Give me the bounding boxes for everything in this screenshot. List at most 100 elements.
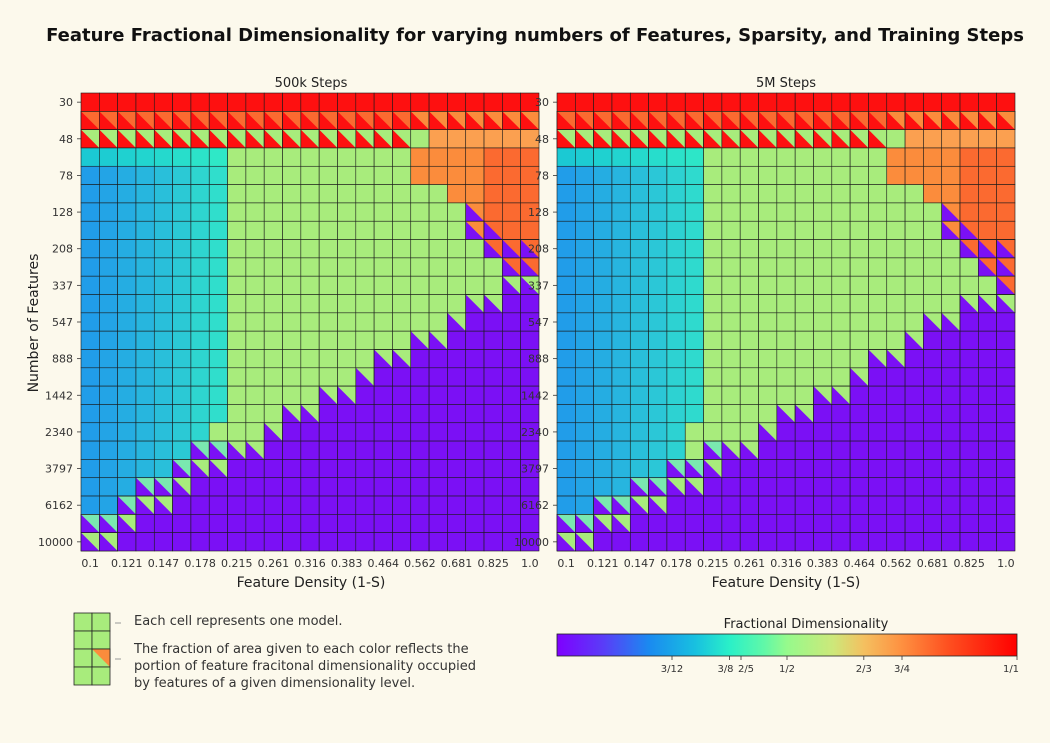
- heatmap-cell: [428, 404, 448, 424]
- heatmap-cell: [190, 330, 210, 350]
- heatmap-cell: [117, 404, 137, 424]
- legend-line-1: Each cell represents one model.: [134, 614, 343, 629]
- heatmap-cell: [978, 330, 997, 350]
- heatmap-cell-triangle: [227, 111, 246, 130]
- heatmap-cell: [666, 422, 686, 442]
- heatmap-cell-triangle: [245, 129, 265, 148]
- heatmap-cell: [373, 312, 393, 332]
- heatmap-cell: [117, 440, 137, 460]
- heatmap-cell: [886, 147, 906, 167]
- heatmap-cell: [502, 404, 521, 424]
- heatmap-cell: [465, 129, 485, 149]
- heatmap-cell: [410, 220, 430, 240]
- heatmap-cell-triangle: [429, 331, 448, 350]
- heatmap-cell: [648, 440, 668, 460]
- heatmap-cell: [941, 184, 961, 204]
- heatmap-cell: [410, 459, 430, 479]
- heatmap-cell: [611, 367, 631, 387]
- heatmap-cell: [483, 349, 503, 369]
- heatmap-cell: [648, 202, 668, 222]
- heatmap-cell: [117, 220, 137, 240]
- heatmap-cell: [794, 459, 814, 479]
- heatmap-cell: [355, 385, 375, 405]
- heatmap-cell-triangle: [795, 404, 814, 423]
- heatmap-cell: [520, 440, 540, 460]
- heatmap-cell: [739, 312, 759, 332]
- heatmap-cell: [172, 294, 192, 314]
- heatmap-cell: [886, 92, 906, 112]
- heatmap-cell: [556, 422, 576, 442]
- heatmap-cell: [410, 202, 430, 222]
- heatmap-cell-triangle: [465, 294, 485, 313]
- heatmap-cell: [629, 202, 649, 222]
- heatmap-cell: [373, 147, 393, 167]
- heatmap-cell: [465, 165, 485, 185]
- heatmap-cell: [373, 275, 393, 295]
- heatmap-cell: [245, 184, 265, 204]
- heatmap-cell-triangle: [502, 239, 521, 258]
- heatmap-cell: [282, 294, 302, 314]
- heatmap-cell: [794, 514, 814, 533]
- heatmap-cell: [428, 294, 448, 314]
- heatmap-cell-triangle: [648, 111, 667, 130]
- y-tick-label: 547: [52, 316, 73, 329]
- heatmap-cell: [282, 459, 302, 479]
- heatmap-cell: [428, 275, 448, 295]
- heatmap-cell: [428, 257, 448, 277]
- heatmap-cell: [593, 312, 613, 332]
- heatmap-cell: [923, 330, 943, 350]
- heatmap-cell: [117, 422, 137, 442]
- heatmap-cell: [721, 239, 741, 259]
- x-tick-label: 0.121: [587, 557, 619, 570]
- heatmap-cell: [80, 459, 100, 479]
- heatmap-cell: [703, 349, 723, 369]
- heatmap-cell: [959, 422, 979, 442]
- heatmap-cell: [721, 532, 741, 552]
- heatmap-cell: [886, 440, 906, 460]
- heatmap-cell: [593, 202, 613, 222]
- legend-line-3: portion of feature fracitonal dimensiona…: [134, 659, 477, 674]
- heatmap-cell: [373, 184, 393, 204]
- heatmap-cell: [447, 275, 467, 295]
- heatmap-cell: [868, 330, 888, 350]
- heatmap-cell: [483, 459, 503, 479]
- heatmap-cell: [190, 275, 210, 295]
- heatmap-cell: [318, 294, 338, 314]
- heatmap-cell-triangle: [264, 422, 283, 442]
- heatmap-cell-triangle: [905, 331, 924, 350]
- heatmap-cell: [593, 477, 613, 497]
- heatmap-cell: [300, 275, 320, 295]
- heatmap-cell: [282, 202, 302, 222]
- heatmap-cell: [410, 367, 430, 387]
- heatmap-cell: [721, 330, 741, 350]
- heatmap-cell: [868, 275, 888, 295]
- heatmap-cell: [483, 477, 503, 497]
- heatmap-cell: [502, 459, 521, 479]
- heatmap-cell: [739, 184, 759, 204]
- heatmap-cell: [978, 275, 997, 295]
- heatmap-cell-triangle: [465, 202, 485, 222]
- heatmap-cell: [483, 184, 503, 204]
- heatmap-cell: [99, 257, 118, 277]
- heatmap-cell: [703, 367, 723, 387]
- heatmap-cell: [758, 514, 778, 533]
- heatmap-cell: [300, 532, 320, 552]
- heatmap-cell: [794, 165, 814, 185]
- heatmap-cell: [959, 330, 979, 350]
- heatmap-cell: [959, 459, 979, 479]
- x-axis-label: Feature Density (1-S): [237, 575, 386, 591]
- heatmap-cell: [99, 92, 118, 112]
- heatmap-cell: [813, 349, 833, 369]
- heatmap-cell: [648, 404, 668, 424]
- heatmap-cell: [923, 422, 943, 442]
- heatmap-cell: [190, 294, 210, 314]
- heatmap-cell: [392, 312, 412, 332]
- heatmap-cell: [502, 220, 521, 240]
- heatmap-cell: [318, 220, 338, 240]
- heatmap-cell: [813, 257, 833, 277]
- heatmap-cell: [502, 422, 521, 442]
- heatmap-cell: [556, 147, 576, 167]
- heatmap-cell-triangle: [520, 257, 539, 277]
- heatmap-cell: [428, 312, 448, 332]
- heatmap-cell: [629, 514, 649, 533]
